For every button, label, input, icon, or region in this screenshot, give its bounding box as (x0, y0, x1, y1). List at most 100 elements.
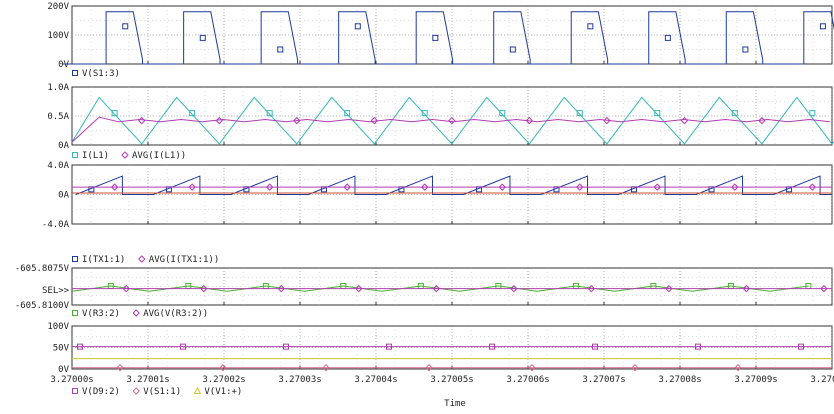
trace-marker (528, 364, 536, 372)
legend-marker-square (72, 310, 78, 316)
y-tick-label: 50V (53, 344, 70, 354)
legend-label: V(V1:+) (204, 387, 242, 397)
trace-marker (742, 46, 749, 53)
trace-marker (731, 183, 739, 191)
trace-marker (343, 183, 351, 191)
legend-label: I(TX1:1) (82, 255, 125, 265)
trace-marker (509, 46, 516, 53)
trace-i-tx1 (75, 175, 832, 195)
trace-marker (425, 364, 433, 372)
x-tick-label: 3.27002s (202, 375, 245, 385)
trace-marker (215, 116, 223, 125)
trace-marker (510, 284, 518, 293)
trace-marker (354, 23, 361, 30)
trace-marker (809, 110, 816, 117)
y-tick-label: -605.8075V (15, 264, 70, 274)
y-tick-label: 0V (58, 365, 69, 375)
trace-marker (322, 364, 330, 372)
y-tick-label: 1.0A (47, 83, 69, 93)
legend-marker-square (72, 388, 78, 394)
trace-marker (188, 183, 196, 191)
trace-marker (386, 343, 392, 350)
legend-marker-square (72, 70, 78, 76)
trace-marker (576, 183, 584, 191)
trace-group (72, 343, 832, 372)
trace-marker (587, 23, 594, 30)
trace-marker (199, 34, 206, 41)
trace-marker (820, 284, 828, 293)
trace-marker (189, 110, 196, 117)
x-tick-label: 3.27007s (582, 375, 625, 385)
trace-marker (654, 110, 661, 117)
panel-v-s1-3: 200V 100V 0V V(S1:3) (47, 2, 834, 79)
trace-marker (819, 23, 826, 30)
trace-marker (592, 343, 598, 350)
legend-marker-diamond (138, 255, 146, 263)
legend-label: V(S1:1) (143, 387, 181, 397)
y-tick-label: 100V (47, 322, 69, 332)
legend-label: AVG(I(TX1:1)) (149, 255, 219, 265)
legend-marker-triangle (193, 386, 202, 394)
x-tick-label: 3.27004s (354, 375, 397, 385)
panel-current-tx1: 4.0A 0A -4.0A I(TX1:1) AVG(I(TX1:1)) (42, 161, 833, 265)
trace-marker (664, 34, 671, 41)
trace-marker (180, 343, 186, 350)
trace-marker (110, 183, 119, 191)
y-tick-label: 0A (58, 191, 69, 201)
legend-marker-square (72, 256, 78, 262)
trace-marker (122, 23, 129, 30)
trace-marker (808, 183, 817, 191)
x-tick-label: 3.27008s (658, 375, 701, 385)
x-tick-label: 3.27009s (734, 375, 777, 385)
trace-marker (265, 183, 274, 191)
sel-marker[interactable]: SEL>> (42, 286, 70, 296)
trace-marker (355, 284, 363, 293)
legend-label: AVG(V(R3:2)) (143, 309, 208, 319)
trace-marker (277, 284, 286, 293)
trace-marker (499, 110, 506, 117)
trace-marker (432, 284, 441, 293)
trace-group (71, 282, 832, 293)
trace-marker (603, 116, 611, 125)
trace-marker (277, 46, 284, 53)
trace-marker (742, 284, 751, 293)
x-tick-label: 3.27010s (810, 375, 834, 385)
legend-label: V(D9:2) (82, 387, 120, 397)
x-tick-label: 3.27000s (50, 375, 93, 385)
legend-label: AVG(I(L1)) (132, 151, 186, 161)
trace-v-s1-3 (62, 11, 834, 65)
trace-marker (344, 110, 351, 117)
legend-marker-diamond (132, 309, 140, 317)
trace-marker (665, 284, 673, 293)
trace-marker (498, 183, 506, 191)
trace-marker (421, 183, 429, 191)
time-axis: 3.27000s 3.27001s 3.27002s 3.27003s 3.27004s… (50, 375, 834, 409)
trace-marker (116, 364, 124, 372)
trace-marker (653, 183, 661, 191)
legend-label: V(S1:3) (82, 69, 120, 79)
trace-marker (525, 116, 534, 125)
trace-group (72, 175, 832, 195)
legend-marker-square (72, 152, 78, 158)
y-tick-label: -605.8100V (15, 301, 70, 311)
x-tick-label: 3.27003s (278, 375, 321, 385)
trace-marker (631, 364, 639, 372)
trace-marker (219, 364, 227, 372)
trace-marker (370, 116, 379, 125)
x-tick-label: 3.27006s (506, 375, 549, 385)
x-axis-title: Time (444, 399, 466, 409)
legend-label: V(R3:2) (82, 309, 120, 319)
trace-marker (448, 116, 456, 125)
trace-marker (266, 110, 273, 117)
trace-marker (731, 110, 738, 117)
panel-current-l1: 1.0A 0.5A 0A I(L1) AVG(I(L1)) (47, 83, 834, 161)
y-tick-label: 0A (58, 141, 69, 151)
trace-marker (283, 343, 289, 350)
y-tick-label: 200V (47, 2, 69, 12)
trace-group (71, 96, 834, 145)
trace-marker (111, 110, 118, 117)
trace-i-l1 (71, 96, 834, 145)
x-tick-label: 3.27001s (126, 375, 169, 385)
y-tick-label: 4.0A (47, 161, 69, 171)
